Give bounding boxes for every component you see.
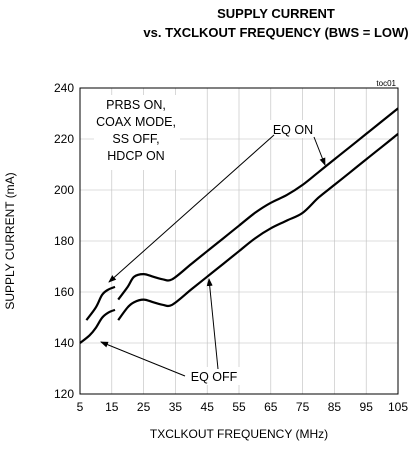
eq-off-arrow-2 [206,278,219,370]
x-tick-label-10: 105 [388,400,408,414]
eq-off-label: EQ OFF [191,370,238,384]
x-tick-label-3: 35 [169,400,183,414]
x-tick-label-5: 55 [232,400,246,414]
series-eq-off-segment-0 [79,308,116,344]
x-tick-label-2: 25 [137,400,151,414]
y-tick-label-5: 220 [54,132,74,146]
annotation-arrows [100,134,326,377]
x-tick-label-9: 95 [360,400,374,414]
condition-line-1: PRBS ON, [106,98,166,112]
condition-line-4: HDCP ON [107,149,164,163]
x-tick-label-0: 5 [77,400,84,414]
y-tick-label-6: 240 [54,81,74,95]
plot-frame [79,87,399,395]
y-tick-label-2: 160 [54,285,74,299]
eq-on-label: EQ ON [273,123,313,137]
chart-title-line2: vs. TXCLKOUT FREQUENCY (BWS = LOW) [143,25,408,40]
x-tick-label-4: 45 [201,400,215,414]
series-eq-on-segment-1 [117,107,399,301]
chart-title-line1: SUPPLY CURRENT [217,6,335,21]
y-ticks: 120 140 160 180 200 220 240 [54,81,74,401]
eq-off-label-bg [182,367,246,385]
eq-on-label-bg [268,120,318,138]
eq-on-arrow-1 [108,134,275,283]
x-tick-label-1: 15 [105,400,119,414]
x-tick-label-6: 65 [264,400,278,414]
conditions-box-bg [94,95,180,170]
series-eq-off-segment-1 [117,133,399,321]
series-layer [79,107,399,344]
eq-off-arrow-1 [100,341,186,377]
y-tick-label-3: 180 [54,234,74,248]
x-tick-label-8: 85 [328,400,342,414]
x-axis-label: TXCLKOUT FREQUENCY (MHz) [150,427,328,441]
y-tick-label-0: 120 [54,387,74,401]
x-ticks: 5 15 25 35 45 55 65 75 85 95 105 [77,400,409,414]
condition-line-3: SS OFF, [112,132,159,146]
y-tick-label-4: 200 [54,183,74,197]
y-axis-label: SUPPLY CURRENT (mA) [3,172,17,309]
eq-on-arrow-2 [313,136,326,166]
condition-line-2: COAX MODE, [96,115,176,129]
series-eq-on-segment-0 [85,285,116,321]
y-tick-label-1: 140 [54,336,74,350]
figure-id: toc01 [376,79,396,88]
x-tick-label-7: 75 [296,400,310,414]
